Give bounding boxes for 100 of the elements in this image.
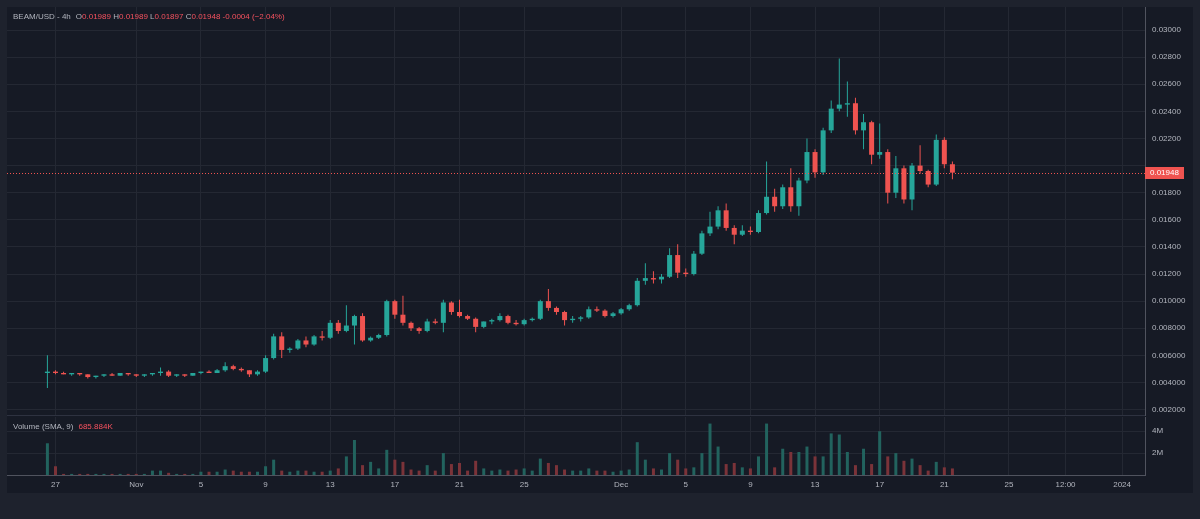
bar	[150, 470, 154, 475]
bar	[579, 470, 583, 475]
bar	[369, 461, 373, 475]
bar	[304, 470, 308, 475]
y-tick-label: 0.03000	[1152, 25, 1182, 35]
bar	[886, 456, 890, 475]
bar	[466, 470, 470, 475]
bar	[684, 468, 688, 475]
bar	[425, 465, 429, 475]
bar	[554, 465, 558, 475]
bar	[587, 468, 591, 475]
text: O0.01989 H0.01989 L0.01897 C0.01948 -0.0004 (−2.04%)	[75, 12, 285, 21]
ref-line-label: 0.01948	[1145, 167, 1184, 179]
y-tick-label: 4M	[1152, 426, 1164, 436]
bar	[692, 467, 696, 475]
text: BEAM/USD - 4h	[13, 12, 71, 21]
bar	[280, 470, 284, 475]
bar	[789, 452, 793, 475]
x-tick-label: Dec	[614, 480, 629, 489]
bar	[781, 448, 785, 475]
bar	[660, 469, 664, 475]
bar	[837, 434, 841, 475]
x-tick-label: Nov	[129, 480, 144, 489]
bar	[797, 452, 801, 475]
bar	[417, 470, 421, 475]
x-tick-label: 9	[263, 480, 269, 489]
y-tick-label: 2M	[1152, 448, 1164, 458]
y-tick-label: 0.008000	[1152, 323, 1186, 333]
bar	[490, 470, 494, 475]
y-tick-label: 0.01600	[1152, 215, 1182, 225]
bar	[918, 465, 922, 475]
x-tick-label: 12:00	[1055, 480, 1077, 489]
bar	[53, 466, 57, 475]
bar	[627, 469, 631, 475]
bar	[199, 471, 203, 475]
bar	[845, 452, 849, 475]
candlestick	[836, 58, 842, 112]
bar	[514, 469, 518, 475]
bar	[563, 469, 567, 475]
y-tick-label: 0.01200	[1152, 269, 1182, 279]
bar	[231, 470, 235, 475]
bar	[433, 470, 437, 475]
bar	[595, 470, 599, 475]
bar	[441, 453, 445, 475]
x-tick-label: 21	[455, 480, 465, 489]
bar	[538, 458, 542, 475]
bar	[934, 461, 938, 475]
bar	[700, 453, 704, 475]
bar	[862, 448, 866, 475]
text: 685.884K	[78, 422, 113, 431]
bar	[393, 459, 397, 475]
bar	[805, 446, 809, 475]
bar	[651, 468, 655, 475]
bar	[498, 469, 502, 475]
bar	[474, 460, 478, 475]
bar	[385, 449, 389, 475]
x-tick-label: 17	[875, 480, 885, 489]
bar	[522, 468, 526, 475]
bar	[264, 466, 268, 475]
bar	[878, 431, 882, 475]
bar	[409, 469, 413, 475]
bar	[942, 467, 946, 475]
bar	[312, 471, 316, 475]
bar	[732, 462, 736, 475]
bar	[603, 470, 607, 475]
x-tick-label: 5	[683, 480, 689, 489]
y-tick-label: 0.02800	[1152, 52, 1182, 62]
bar	[643, 459, 647, 475]
x-tick-label: 17	[390, 480, 400, 489]
bar	[288, 471, 292, 475]
bar	[239, 471, 243, 475]
bar	[352, 439, 356, 475]
bar	[765, 423, 769, 475]
y-tick-label: 0.01400	[1152, 242, 1182, 252]
bar	[546, 462, 550, 475]
bar	[256, 471, 259, 475]
x-tick-label: 25	[519, 480, 530, 489]
x-tick-label: 9	[748, 480, 754, 489]
bar	[272, 459, 276, 475]
bar	[708, 423, 712, 475]
x-tick-label: 25	[1004, 480, 1014, 489]
bar	[668, 453, 672, 475]
y-tick-label: 0.02200	[1152, 133, 1182, 143]
bar	[740, 467, 744, 475]
x-tick-label: 2024	[1113, 480, 1132, 489]
candlestick	[844, 81, 850, 117]
bar	[821, 456, 825, 475]
y-tick-label: 0.002000	[1152, 404, 1186, 414]
bar	[748, 468, 752, 475]
bar	[296, 470, 300, 475]
bar	[247, 471, 251, 475]
bar	[611, 471, 615, 475]
bar	[716, 446, 720, 475]
candlestick	[877, 123, 883, 159]
x-tick-label: 13	[810, 480, 821, 489]
bar	[449, 464, 453, 475]
bar	[361, 465, 365, 475]
bar	[207, 471, 211, 475]
bar	[870, 464, 874, 475]
bar	[910, 458, 914, 475]
